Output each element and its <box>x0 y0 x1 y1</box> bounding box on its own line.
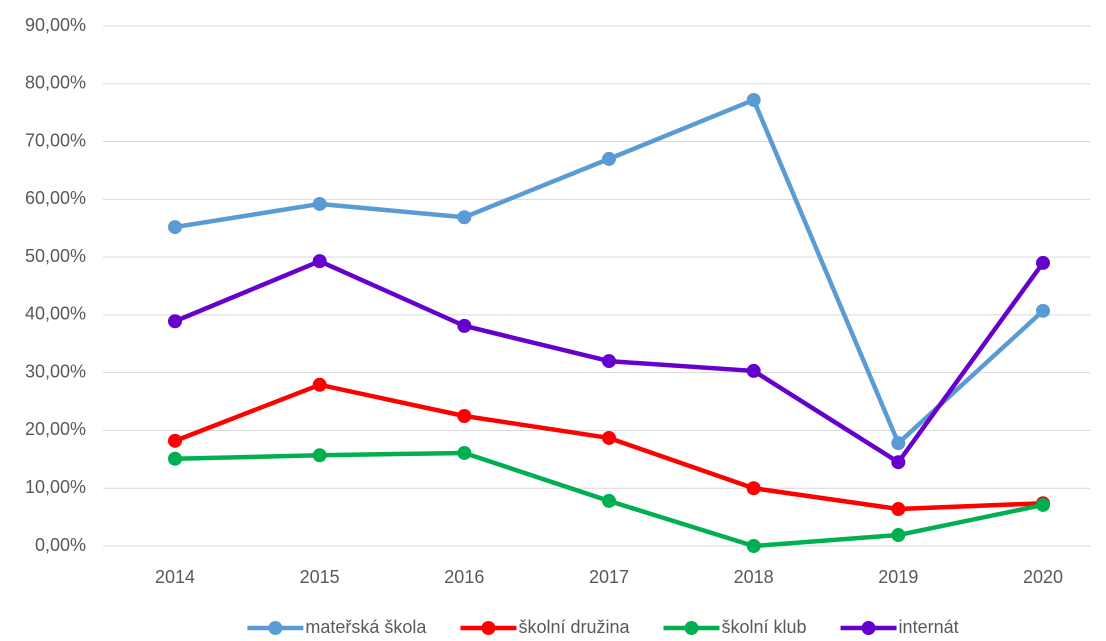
legend: mateřská škola školní družina školní klub i… <box>247 617 959 637</box>
legend-label: mateřská škola <box>305 617 427 637</box>
data-point <box>312 254 327 269</box>
legend-swatch-dot <box>268 621 283 635</box>
data-point <box>891 528 906 543</box>
data-point <box>457 409 472 423</box>
y-tick-label: 0,00% <box>35 535 86 555</box>
legend-label: školní klub <box>722 617 807 637</box>
data-point <box>457 210 472 225</box>
y-tick-label: 10,00% <box>25 477 86 497</box>
legend-swatch-dot <box>684 621 699 635</box>
y-tick-label: 40,00% <box>25 304 86 324</box>
x-tick-label: 2015 <box>300 567 340 587</box>
data-point <box>746 481 761 496</box>
y-tick-label: 70,00% <box>25 130 86 150</box>
legend-label: školní družina <box>518 617 630 637</box>
data-point <box>312 448 327 463</box>
data-point <box>312 196 327 211</box>
data-point <box>457 445 472 460</box>
legend-swatch-dot <box>861 621 876 635</box>
y-tick-label: 50,00% <box>25 246 86 266</box>
data-point <box>312 377 327 392</box>
data-point <box>1036 497 1050 512</box>
x-tick-label: 2018 <box>734 567 774 587</box>
data-point <box>1036 255 1050 270</box>
y-tick-label: 60,00% <box>25 188 86 208</box>
series-line <box>174 382 1044 512</box>
data-point <box>602 151 616 166</box>
data-point <box>602 430 616 445</box>
x-tick-label: 2016 <box>444 567 484 587</box>
data-point <box>891 502 906 517</box>
data-point <box>1036 303 1050 318</box>
data-point <box>457 318 472 333</box>
x-tick-label: 2020 <box>1023 567 1063 587</box>
data-point <box>746 363 761 378</box>
y-tick-label: 90,00% <box>25 15 86 35</box>
data-point <box>602 493 616 508</box>
data-point <box>168 314 182 329</box>
data-point <box>746 92 761 107</box>
legend-swatch-dot <box>481 621 496 635</box>
legend-label: internát <box>899 617 959 637</box>
y-tick-label: 80,00% <box>25 73 86 93</box>
data-point <box>168 451 182 466</box>
x-tick-label: 2017 <box>589 567 629 587</box>
data-point <box>168 433 182 448</box>
data-point <box>891 436 906 451</box>
data-point <box>602 354 616 369</box>
data-point <box>891 455 906 470</box>
data-point <box>746 539 761 553</box>
y-tick-label: 20,00% <box>25 419 86 439</box>
y-tick-label: 30,00% <box>25 361 86 381</box>
x-tick-label: 2014 <box>155 567 195 587</box>
x-tick-label: 2019 <box>878 567 918 587</box>
data-point <box>168 220 182 235</box>
